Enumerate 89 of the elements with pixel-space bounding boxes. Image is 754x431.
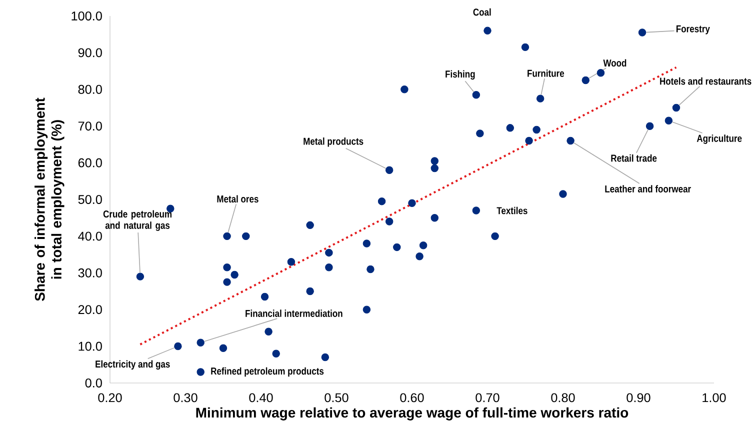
- point: [174, 342, 182, 350]
- point: [378, 197, 386, 206]
- x-tick-label: 0.70: [476, 393, 500, 402]
- point: [566, 136, 574, 145]
- annotation: Electricity and gas: [96, 360, 170, 370]
- annotation: Leather and foorwear: [605, 185, 691, 192]
- x-tick-label: 0.30: [174, 393, 198, 402]
- point: [287, 258, 296, 266]
- point: [306, 221, 314, 230]
- y-tick-label: 50.0: [78, 195, 102, 204]
- annotation: Financial intermediation: [246, 310, 342, 317]
- point: [219, 344, 228, 352]
- y-tick-label: 70.0: [78, 122, 102, 131]
- point: [306, 287, 314, 296]
- point: [582, 76, 590, 84]
- point: [362, 306, 371, 314]
- point: [559, 190, 567, 198]
- point: [393, 243, 401, 252]
- annotation: Wood: [603, 59, 626, 67]
- point: [532, 126, 540, 134]
- y-tick-label: 60.0: [78, 158, 102, 168]
- point: [430, 164, 439, 172]
- point: [362, 240, 371, 248]
- point: [260, 292, 269, 301]
- point: [325, 248, 333, 257]
- annotation: Fishing: [446, 70, 475, 80]
- point: [506, 124, 514, 132]
- point: [366, 265, 374, 274]
- x-tick-label: 0.20: [98, 393, 122, 402]
- point: [325, 264, 333, 272]
- annotation: Refined petroleum products: [211, 367, 324, 377]
- point: [472, 91, 480, 99]
- point: [484, 26, 492, 35]
- x-tick-label: 0.40: [249, 393, 273, 402]
- y-tick-label: 30.0: [78, 268, 102, 278]
- point: [385, 218, 394, 226]
- point: [430, 157, 439, 165]
- point: [321, 353, 330, 362]
- point: [536, 94, 544, 102]
- annotation: Metal products: [304, 137, 364, 147]
- point: [223, 232, 231, 240]
- x-tick-label: 0.90: [626, 393, 650, 402]
- annotation: Hotels and restaurants: [660, 77, 752, 85]
- point: [408, 199, 416, 208]
- y-tick-label: 100.0: [72, 12, 102, 20]
- y-tick-label: 90.0: [78, 48, 102, 58]
- point: [385, 166, 394, 174]
- x-tick-label: 1.00: [702, 393, 726, 402]
- annotation: Crude petroleum and natural gas: [103, 210, 172, 231]
- point: [223, 264, 231, 272]
- point: [491, 232, 499, 240]
- annotation: Metal ores: [217, 195, 258, 203]
- point: [272, 350, 280, 358]
- annotation: Retail trade: [611, 154, 657, 162]
- annotation: Agriculture: [696, 134, 742, 144]
- y-tick-label: 40.0: [78, 232, 102, 241]
- point: [521, 43, 530, 52]
- point: [264, 328, 272, 336]
- point: [416, 252, 424, 260]
- point: [230, 270, 238, 279]
- point: [646, 122, 654, 130]
- annotation: Textiles: [496, 206, 528, 214]
- point: [419, 241, 428, 250]
- point: [472, 206, 480, 214]
- x-tick-label: 0.60: [400, 393, 424, 402]
- point: [223, 278, 231, 286]
- point: [638, 28, 646, 36]
- annotation: Coal: [473, 8, 491, 16]
- x-axis-title: Minimum wage relative to average wage of full-time workers ratio: [196, 407, 628, 420]
- point: [664, 116, 673, 124]
- annotation: Furniture: [528, 70, 564, 77]
- point: [196, 338, 204, 346]
- point: [476, 130, 484, 138]
- point: [672, 104, 680, 112]
- y-axis-title: Share of informal employment in total employment (%): [34, 98, 64, 301]
- x-tick-label: 0.50: [324, 393, 348, 402]
- y-tick-label: 80.0: [78, 84, 102, 94]
- x-tick-label: 0.80: [551, 393, 575, 402]
- y-tick-label: 0.0: [85, 378, 102, 388]
- point: [525, 136, 533, 145]
- point: [242, 232, 250, 240]
- point: [196, 368, 204, 376]
- point: [430, 214, 439, 222]
- point: [136, 272, 144, 280]
- y-tick-label: 10.0: [78, 342, 102, 351]
- y-tick-label: 20.0: [78, 305, 102, 314]
- annotation: Forestry: [676, 25, 710, 34]
- point: [596, 69, 605, 77]
- point: [400, 86, 408, 94]
